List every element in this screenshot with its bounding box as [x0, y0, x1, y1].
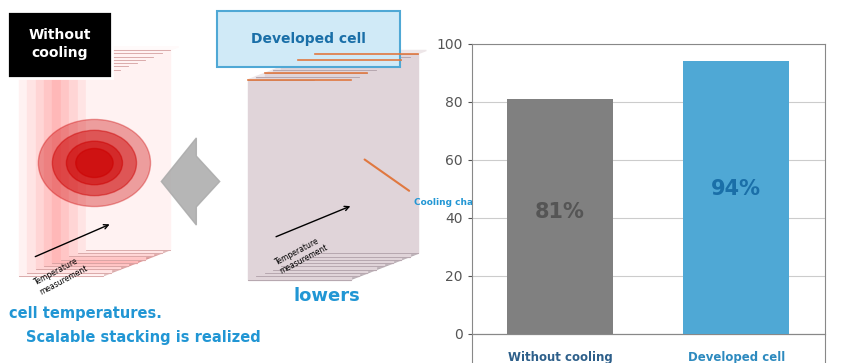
Polygon shape	[103, 73, 111, 276]
Polygon shape	[77, 53, 162, 253]
Polygon shape	[53, 63, 137, 263]
Polygon shape	[367, 70, 376, 273]
Polygon shape	[401, 57, 410, 260]
Bar	[507, 99, 613, 334]
Polygon shape	[36, 70, 120, 269]
Circle shape	[66, 141, 122, 185]
Polygon shape	[384, 64, 393, 266]
Polygon shape	[351, 77, 359, 280]
Polygon shape	[144, 57, 153, 260]
Polygon shape	[248, 77, 359, 80]
Polygon shape	[256, 73, 367, 77]
Text: Temperature
measurement: Temperature measurement	[274, 234, 330, 276]
Text: Developed cell: Developed cell	[251, 32, 366, 46]
Polygon shape	[137, 60, 144, 263]
Polygon shape	[27, 70, 120, 73]
Polygon shape	[162, 50, 170, 253]
Polygon shape	[393, 60, 401, 263]
Polygon shape	[111, 70, 120, 273]
Text: cell temperatures.: cell temperatures.	[9, 306, 162, 322]
Polygon shape	[290, 60, 401, 64]
Polygon shape	[128, 63, 137, 266]
Polygon shape	[410, 54, 418, 257]
Polygon shape	[281, 64, 393, 67]
Text: 94%: 94%	[711, 179, 762, 199]
Polygon shape	[27, 73, 111, 273]
Text: Cooling channel: Cooling channel	[414, 198, 495, 207]
Polygon shape	[86, 47, 178, 50]
Polygon shape	[315, 54, 418, 253]
Polygon shape	[69, 57, 153, 256]
Polygon shape	[19, 73, 111, 76]
Polygon shape	[53, 60, 144, 63]
Text: lowers: lowers	[294, 287, 360, 305]
Polygon shape	[281, 67, 384, 266]
Bar	[472, 334, 824, 363]
Polygon shape	[298, 57, 410, 60]
Polygon shape	[44, 66, 128, 266]
Polygon shape	[61, 57, 153, 60]
Polygon shape	[264, 73, 367, 273]
FancyBboxPatch shape	[218, 11, 400, 67]
Polygon shape	[69, 53, 162, 57]
Polygon shape	[273, 67, 384, 70]
Polygon shape	[307, 57, 410, 257]
Circle shape	[53, 130, 137, 196]
Polygon shape	[359, 73, 367, 276]
Polygon shape	[19, 76, 103, 276]
Polygon shape	[307, 54, 418, 57]
Polygon shape	[376, 67, 384, 270]
Polygon shape	[290, 64, 393, 263]
Bar	[683, 61, 789, 334]
Text: 81%: 81%	[535, 202, 585, 222]
Polygon shape	[120, 66, 128, 269]
Circle shape	[38, 119, 150, 207]
Polygon shape	[248, 80, 351, 280]
Polygon shape	[264, 70, 376, 73]
Polygon shape	[298, 60, 401, 260]
Polygon shape	[61, 60, 144, 260]
Polygon shape	[315, 50, 427, 54]
Polygon shape	[256, 77, 359, 276]
Polygon shape	[273, 70, 376, 270]
Polygon shape	[153, 53, 162, 256]
Text: Temperature
measurement: Temperature measurement	[33, 254, 89, 296]
FancyBboxPatch shape	[7, 11, 112, 78]
Circle shape	[76, 148, 113, 178]
Text: Developed cell: Developed cell	[688, 351, 785, 363]
Text: Scalable stacking is realized: Scalable stacking is realized	[26, 330, 260, 345]
Text: Without
cooling: Without cooling	[29, 28, 91, 60]
Polygon shape	[86, 50, 170, 250]
Text: Without cooling: Without cooling	[507, 351, 612, 363]
Polygon shape	[44, 63, 137, 66]
Polygon shape	[77, 50, 170, 53]
Polygon shape	[162, 138, 219, 225]
Polygon shape	[36, 66, 128, 70]
